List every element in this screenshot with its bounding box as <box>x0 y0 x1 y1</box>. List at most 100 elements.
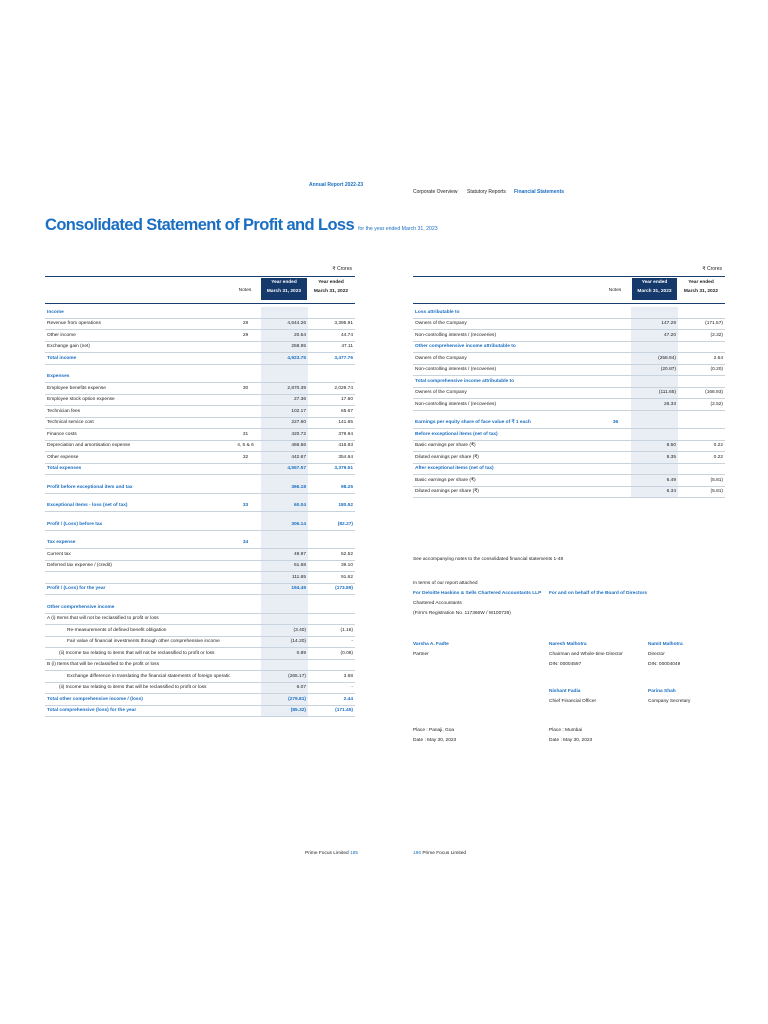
row-value-current-year: (20.87) <box>631 364 678 376</box>
row-value-previous-year: 3,379.51 <box>308 463 355 475</box>
row-label: Employee stock option expense <box>45 394 230 406</box>
row-value-current-year <box>631 307 678 319</box>
row-notes: 31 <box>230 428 261 441</box>
row-value-previous-year: 39.10 <box>308 560 355 572</box>
row-notes <box>600 398 631 411</box>
row-value-previous-year: 52.52 <box>308 548 355 561</box>
nav-statutory-reports[interactable]: Statutory Reports <box>467 189 506 195</box>
cy-header-line2: March 31, 2023 <box>266 289 302 294</box>
row-label: Non-controlling interests / (recoveries) <box>413 398 600 411</box>
row-notes: 30 <box>230 382 261 395</box>
row-notes <box>230 352 261 365</box>
row-value-current-year: (14.20) <box>261 636 308 648</box>
row-value-current-year <box>261 307 308 319</box>
row-notes <box>230 341 261 353</box>
table-row: Total comprehensive (loss) for the year (… <box>45 705 355 717</box>
row-value-previous-year <box>308 613 355 625</box>
row-label <box>45 530 230 538</box>
signatory-4-name: Nishant Fadia <box>549 689 581 694</box>
row-label: Exchange difference in translating the f… <box>45 670 230 683</box>
row-notes <box>230 475 261 483</box>
table-row: Other comprehensive income <box>45 602 355 614</box>
row-value-previous-year: 180.52 <box>308 500 355 512</box>
footer-right-company: Prime Focus Limited <box>422 851 467 856</box>
table-row: Profit / (Loss) for the year 194.49 (173.8… <box>45 583 355 595</box>
row-value-previous-year: (171.57) <box>678 318 725 330</box>
row-value-current-year: 194.49 <box>261 583 308 595</box>
row-notes <box>600 364 631 376</box>
row-label: Technical service cost <box>45 417 230 429</box>
row-label: Other comprehensive income attributable … <box>413 341 600 353</box>
nav-financial-statements[interactable]: Financial Statements <box>514 189 565 195</box>
auditor-intro: In terms of our report attached <box>413 581 478 586</box>
row-value-previous-year <box>308 307 355 319</box>
row-notes <box>600 474 631 487</box>
nav-corporate-overview[interactable]: Corporate Overview <box>413 189 458 195</box>
table-row: A (i) Items that will not be reclassifie… <box>45 613 355 625</box>
py-header-right: Year ended March 31, 2022 <box>678 278 724 300</box>
date-board: Date : May 30, 2023 <box>549 738 593 743</box>
footer-left-company: Prime Focus Limited <box>305 851 349 856</box>
table-row: Basic earnings per share (₹) 6.49 (5.81) <box>413 474 725 487</box>
table-row: Technician fees 102.17 65.67 <box>45 405 355 418</box>
row-value-previous-year: 2.64 <box>678 352 725 365</box>
row-notes: 33 <box>230 500 261 512</box>
row-label: Before exceptional items (net of tax) <box>413 428 600 441</box>
row-notes <box>230 482 261 494</box>
row-value-previous-year: 98.25 <box>308 482 355 494</box>
table-row: Profit before exceptional item and tax 36… <box>45 482 355 494</box>
row-value-previous-year: (2.32) <box>678 329 725 342</box>
signatory-3-role: Director <box>648 652 665 657</box>
row-notes <box>230 670 261 683</box>
row-notes <box>230 463 261 475</box>
table-row: Expenses <box>45 371 355 383</box>
row-value-previous-year <box>308 530 355 538</box>
row-label <box>45 571 230 584</box>
table-row: Other expense 32 442.67 354.64 <box>45 451 355 464</box>
signatory-2-din: DIN: 00004597 <box>549 662 582 667</box>
row-label: A (i) Items that will not be reclassifie… <box>45 613 230 625</box>
row-label: Total other comprehensive income / (loss… <box>45 693 230 706</box>
row-value-previous-year: (173.89) <box>308 583 355 595</box>
row-value-previous-year <box>308 371 355 383</box>
row-label: Other comprehensive income <box>45 602 230 614</box>
row-value-previous-year: (0.20) <box>678 364 725 376</box>
table-row: Re-measurements of defined benefit oblig… <box>45 624 355 637</box>
row-value-current-year <box>631 410 678 418</box>
table-header-rule-right <box>413 303 725 304</box>
row-value-current-year: 147.29 <box>631 318 678 330</box>
row-value-previous-year: 0.22 <box>678 451 725 464</box>
row-label: Tax expense <box>45 537 230 549</box>
table-row: After exceptional items (net of tax) <box>413 463 725 475</box>
row-value-previous-year: 3.68 <box>308 670 355 683</box>
unit-label-right: ₹ Crores <box>702 266 722 272</box>
notes-header-left: Notes <box>238 288 252 293</box>
row-label: Other expense <box>45 451 230 464</box>
row-notes <box>230 659 261 671</box>
row-notes <box>230 571 261 584</box>
row-value-current-year: (265.17) <box>261 670 308 683</box>
table-row: Profit / (Loss) before tax 306.14 (82.27) <box>45 519 355 531</box>
row-label: Total comprehensive income attributable … <box>413 375 600 388</box>
row-value-current-year: 49.97 <box>261 548 308 561</box>
row-label: Basic earnings per share (₹) <box>413 474 600 487</box>
row-value-previous-year <box>308 493 355 501</box>
board-label: For and on behalf of the Board of Direct… <box>549 591 648 596</box>
row-notes <box>230 307 261 319</box>
row-value-current-year <box>261 537 308 549</box>
table-header-rule-left <box>45 303 355 304</box>
table-row: Before exceptional items (net of tax) <box>413 428 725 441</box>
row-notes <box>230 705 261 717</box>
title-text: Consolidated Statement of Profit and Los… <box>45 216 355 234</box>
table-row: Owners of the Company (111.65) (168.93) <box>413 387 725 399</box>
page-subtitle: for the year ended March 31, 2023 <box>358 226 438 232</box>
signatory-3-name: Namit Malhotra <box>648 642 683 647</box>
row-value-previous-year: (5.81) <box>678 474 725 487</box>
page-title: Consolidated Statement of Profit and Los… <box>45 216 438 235</box>
row-label: Non-controlling interests / (recoveries) <box>413 364 600 376</box>
row-label: (ii) Income tax relating to items that w… <box>45 682 230 694</box>
signatory-2-role: Chairman and Whole-time Director <box>549 652 623 657</box>
unit-label-left: ₹ Crores <box>332 266 352 272</box>
row-label: Diluted earnings per share (₹) <box>413 486 600 498</box>
row-value-current-year: 6.49 <box>631 474 678 487</box>
